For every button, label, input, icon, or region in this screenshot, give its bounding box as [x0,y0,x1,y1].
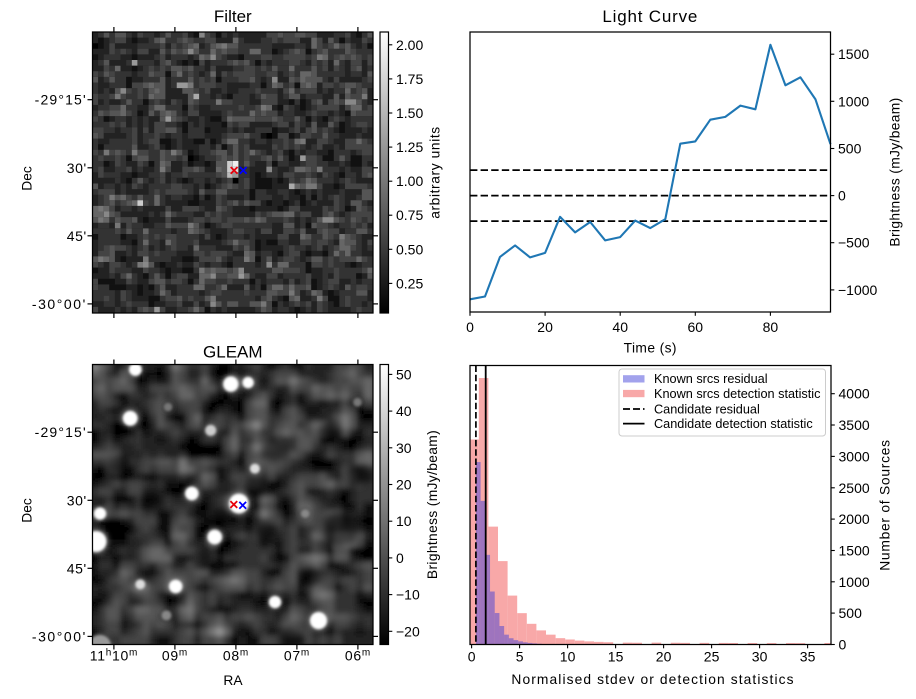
svg-text:-30°00': -30°00' [32,628,87,644]
svg-text:Known srcs detection statistic: Known srcs detection statistic [654,387,821,401]
svg-text:2.00: 2.00 [396,37,423,53]
svg-text:10: 10 [560,648,576,664]
svg-text:Normalised stdev or detection: Normalised stdev or detection statistics [511,672,794,687]
svg-text:-29°15': -29°15' [35,92,87,108]
svg-text:arbitrary units: arbitrary units [428,126,443,219]
svg-text:30': 30' [67,492,87,508]
svg-text:1.00: 1.00 [396,173,423,189]
svg-text:50: 50 [396,366,412,382]
svg-text:-29°15': -29°15' [35,424,87,440]
svg-text:−10: −10 [396,587,420,603]
svg-text:0: 0 [468,648,476,664]
svg-text:500: 500 [839,605,863,621]
svg-text:80: 80 [763,319,779,335]
svg-text:1.50: 1.50 [396,105,423,121]
svg-text:0: 0 [396,550,404,566]
svg-text:1500: 1500 [839,543,870,559]
svg-text:45': 45' [67,560,87,576]
svg-text:0: 0 [839,637,847,653]
svg-text:3500: 3500 [839,417,870,433]
svg-text:Number of Sources: Number of Sources [878,439,893,571]
svg-text:-30°00': -30°00' [32,296,87,312]
svg-text:30: 30 [396,440,412,456]
svg-text:1000: 1000 [838,93,869,109]
svg-text:11h10m: 11h10m [90,648,138,664]
svg-text:−20: −20 [396,623,420,639]
svg-text:RA: RA [223,673,243,688]
svg-text:5: 5 [516,648,524,664]
svg-text:0.50: 0.50 [396,241,423,257]
svg-text:40: 40 [396,403,412,419]
svg-text:0: 0 [466,319,474,335]
svg-text:30: 30 [752,648,768,664]
svg-text:10: 10 [396,513,412,529]
svg-text:GLEAM: GLEAM [203,343,263,362]
svg-text:30': 30' [67,160,87,176]
svg-text:−500: −500 [838,235,870,251]
svg-text:35: 35 [800,648,816,664]
svg-text:Filter: Filter [214,7,252,26]
svg-text:3000: 3000 [839,448,870,464]
svg-text:25: 25 [704,648,720,664]
svg-text:Candidate detection statistic: Candidate detection statistic [654,417,813,431]
svg-text:Known srcs residual: Known srcs residual [654,372,768,386]
svg-text:60: 60 [688,319,704,335]
svg-text:0.25: 0.25 [396,275,423,291]
svg-text:4000: 4000 [839,386,870,402]
svg-text:40: 40 [612,319,628,335]
svg-text:20: 20 [396,477,412,493]
svg-text:Light Curve: Light Curve [602,7,698,26]
svg-text:Dec: Dec [20,498,35,523]
svg-text:2500: 2500 [839,480,870,496]
svg-text:1500: 1500 [838,46,869,62]
svg-text:20: 20 [537,319,553,335]
svg-text:Brightness (mJy/beam): Brightness (mJy/beam) [888,97,903,246]
svg-text:1.25: 1.25 [396,139,423,155]
svg-text:1000: 1000 [839,574,870,590]
svg-text:Dec: Dec [20,166,35,191]
svg-text:15: 15 [608,648,624,664]
svg-text:500: 500 [838,141,862,157]
svg-text:1.75: 1.75 [396,71,423,87]
svg-text:45': 45' [67,228,87,244]
svg-text:Time (s): Time (s) [624,340,677,355]
svg-text:2000: 2000 [839,511,870,527]
svg-text:20: 20 [656,648,672,664]
svg-text:0: 0 [838,188,846,204]
svg-text:Candidate residual: Candidate residual [654,403,760,417]
svg-text:Brightness (mJy/beam): Brightness (mJy/beam) [425,430,440,579]
svg-text:0.75: 0.75 [396,207,423,223]
svg-text:−1000: −1000 [838,282,878,298]
